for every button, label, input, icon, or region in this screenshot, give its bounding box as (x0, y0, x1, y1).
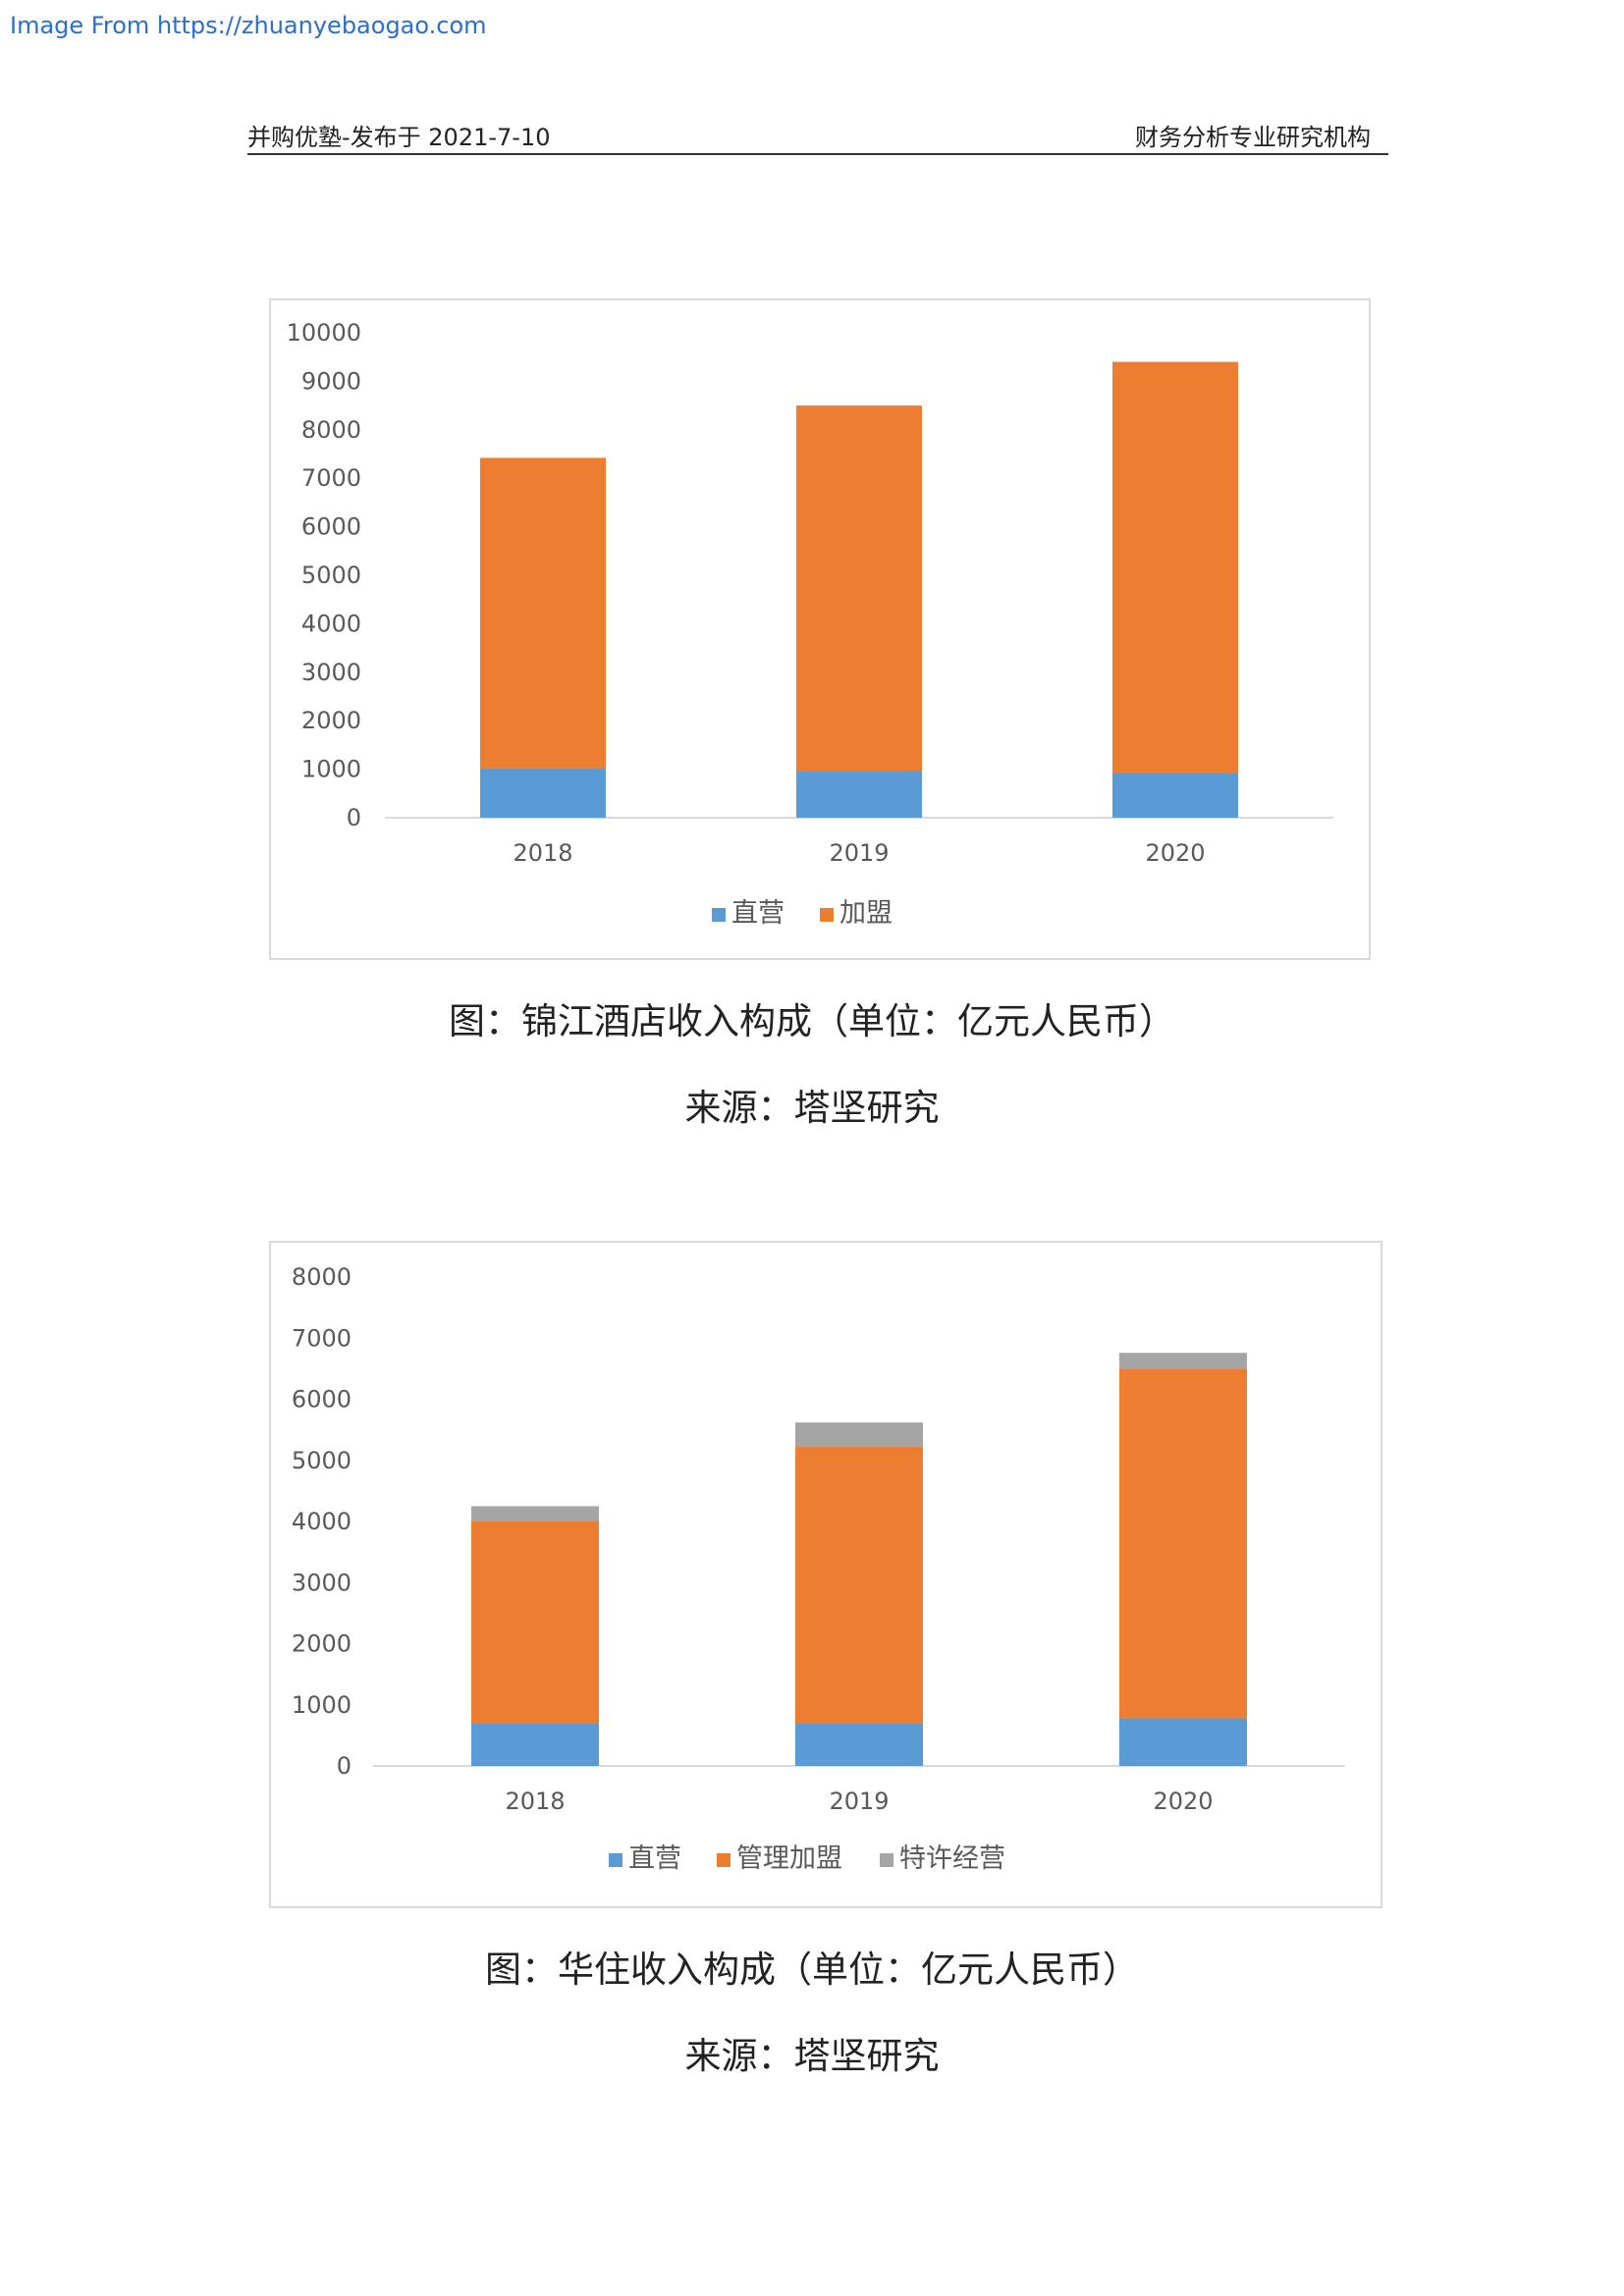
bar-2019-series-0 (796, 771, 922, 818)
legend-swatch (880, 1853, 893, 1867)
chart-jinjiang-svg: 0 1000 2000 3000 4000 5000 6000 7000 8000 9000 100… (287, 319, 1333, 929)
legend-label: 特许经营 (899, 1843, 1005, 1874)
x-tick-label: 2020 (1145, 839, 1205, 867)
chart-2-source: 来源：塔坚研究 (684, 2035, 940, 2077)
y-tick-label: 7000 (292, 1324, 352, 1352)
chart-1-caption: 图：锦江酒店收入构成（单位：亿元人民币） (449, 1000, 1175, 1042)
bar-2019-series-2 (795, 1422, 923, 1448)
y-tick-label: 6000 (292, 1386, 352, 1414)
legend-swatch (717, 1853, 731, 1867)
x-tick-label: 2018 (505, 1788, 565, 1815)
chart-huazhu-revenue: 0 1000 2000 3000 4000 5000 6000 7000 8000 2018 201… (269, 1241, 1382, 1908)
chart-2-caption: 图：华住收入构成（单位：亿元人民币） (485, 1949, 1139, 1991)
bar-2018-series-0 (480, 768, 606, 818)
y-tick-label: 1000 (301, 756, 361, 783)
x-tick-label: 2018 (513, 839, 572, 867)
y-tick-label: 3000 (292, 1569, 352, 1596)
y-tick-label: 9000 (301, 367, 361, 395)
bar-2020-series-0 (1112, 773, 1238, 818)
y-tick-label: 3000 (301, 659, 361, 686)
y-tick-label: 5000 (292, 1447, 352, 1474)
legend-swatch (609, 1853, 623, 1867)
y-tick-label: 1000 (292, 1691, 352, 1719)
header-publisher: 并购优塾-发布于 2021-7-10 (247, 124, 551, 151)
bar-2019-series-0 (795, 1723, 923, 1766)
x-tick-label: 2019 (829, 1788, 889, 1815)
bar-2020-series-1 (1119, 1368, 1247, 1719)
x-tick-label: 2020 (1153, 1788, 1213, 1815)
bar-2020-series-0 (1119, 1718, 1247, 1766)
y-tick-label: 6000 (301, 513, 361, 541)
page-header: 并购优塾-发布于 2021-7-10 财务分析专业研究机构 (247, 118, 1388, 155)
y-tick-label: 2000 (301, 707, 361, 734)
x-tick-label: 2019 (829, 839, 889, 867)
legend-swatch (820, 908, 834, 922)
y-tick-label: 2000 (292, 1630, 352, 1658)
legend-label: 管理加盟 (736, 1843, 842, 1874)
legend-label: 直营 (628, 1843, 681, 1874)
bar-2018-series-1 (471, 1522, 599, 1724)
y-tick-label: 4000 (292, 1508, 352, 1535)
bar-2018-series-0 (471, 1723, 599, 1766)
y-tick-label: 5000 (301, 561, 361, 589)
y-tick-label: 4000 (301, 610, 361, 637)
legend-label: 直营 (731, 898, 785, 929)
bar-2020-series-2 (1119, 1353, 1247, 1369)
y-tick-label: 7000 (301, 464, 361, 492)
legend-swatch (712, 908, 726, 922)
bar-2020-series-1 (1112, 361, 1238, 774)
chart-1-source: 来源：塔坚研究 (684, 1087, 940, 1129)
y-tick-label: 8000 (292, 1263, 352, 1291)
header-organization: 财务分析专业研究机构 (1135, 124, 1371, 151)
bar-2019-series-1 (795, 1447, 923, 1724)
bar-2018-series-1 (480, 457, 606, 769)
bar-2018-series-2 (471, 1506, 599, 1522)
y-tick-label: 0 (337, 1752, 352, 1780)
bar-2019-series-1 (796, 405, 922, 772)
y-tick-label: 8000 (301, 416, 361, 444)
y-tick-label: 0 (347, 804, 361, 831)
y-tick-label: 10000 (287, 319, 361, 347)
source-link[interactable]: Image From https://zhuanyebaogao.com (10, 12, 487, 39)
chart-huazhu-svg: 0 1000 2000 3000 4000 5000 6000 7000 8000 2018 201… (292, 1263, 1345, 1874)
chart-jinjiang-revenue: 0 1000 2000 3000 4000 5000 6000 7000 8000 9000 100… (269, 298, 1371, 960)
legend-label: 加盟 (839, 898, 893, 929)
